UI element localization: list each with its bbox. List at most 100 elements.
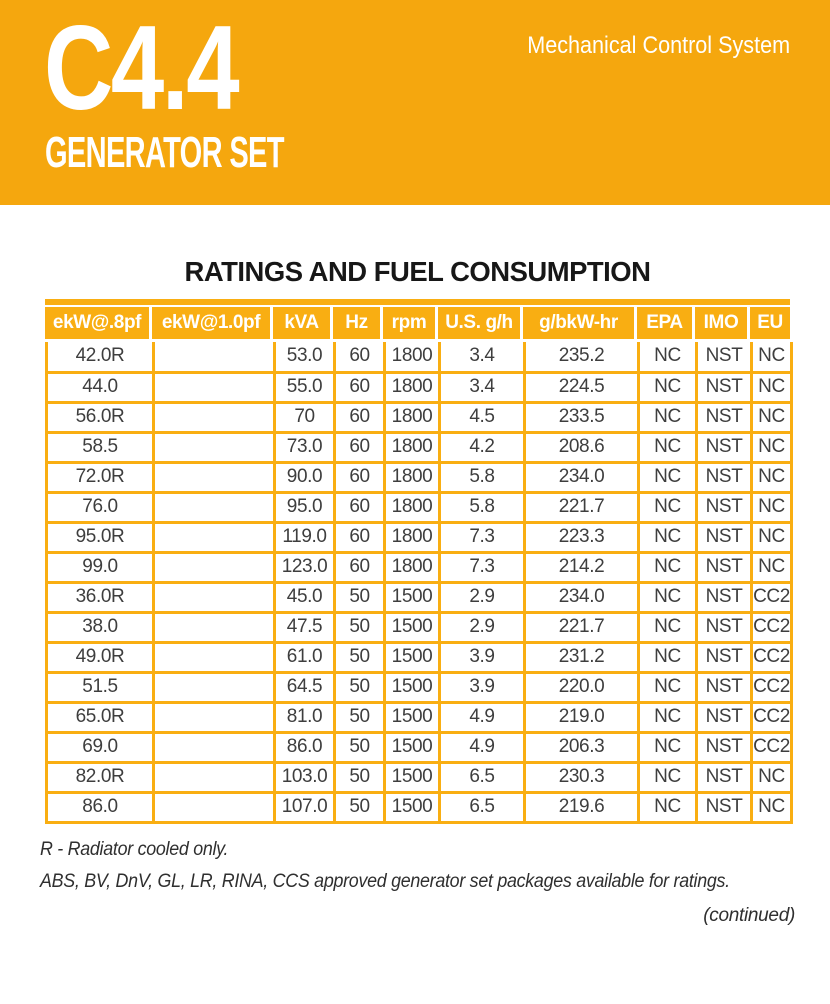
ratings-table-header-row: ekW@.8pf ekW@1.0pf kVA Hz rpm U.S. g/h g/bkW-h… — [45, 307, 790, 339]
column-header-ekw-1-0pf: ekW@1.0pf — [152, 307, 273, 339]
table-cell: 107.0 — [273, 790, 336, 824]
table-cell: 5.8 — [438, 460, 526, 494]
table-cell: 72.0R — [45, 460, 155, 494]
table-row: 65.0R 81.0 50 1500 4.9 219.0 NC NST CC2 — [45, 700, 793, 734]
table-cell: 60 — [333, 490, 386, 524]
model-title: C4.4 — [44, 1, 240, 135]
table-cell: NC — [637, 670, 698, 704]
table-cell: NST — [695, 610, 753, 644]
table-cell: 51.5 — [45, 670, 155, 704]
table-cell: CC2 — [750, 700, 793, 734]
table-cell: 38.0 — [45, 610, 155, 644]
table-cell: 6.5 — [438, 760, 526, 794]
table-cell: 90.0 — [273, 460, 336, 494]
table-row: 36.0R 45.0 50 1500 2.9 234.0 NC NST CC2 — [45, 580, 793, 614]
column-header-u-s-g-h: U.S. g/h — [438, 307, 523, 339]
table-cell: 1500 — [383, 670, 441, 704]
table-cell — [152, 430, 276, 464]
table-cell: 99.0 — [45, 550, 155, 584]
table-cell: 1500 — [383, 730, 441, 764]
table-cell: NC — [637, 760, 698, 794]
table-cell: 60 — [333, 520, 386, 554]
table-cell: 2.9 — [438, 610, 526, 644]
table-cell: NST — [695, 430, 753, 464]
table-cell: NST — [695, 550, 753, 584]
table-row: 99.0 123.0 60 1800 7.3 214.2 NC NST NC — [45, 550, 793, 584]
table-cell: NC — [750, 400, 793, 434]
table-cell: 1800 — [383, 490, 441, 524]
table-cell: NST — [695, 520, 753, 554]
table-cell: CC2 — [750, 610, 793, 644]
table-cell: 4.5 — [438, 400, 526, 434]
table-cell: NST — [695, 790, 753, 824]
table-cell: NC — [750, 430, 793, 464]
footnotes: R - Radiator cooled only. ABS, BV, DnV, … — [40, 840, 790, 891]
table-cell: 1800 — [383, 400, 441, 434]
page-content: RATINGS AND FUEL CONSUMPTION ekW@.8pf ekW… — [0, 257, 830, 925]
ratings-table: 42.0R 53.0 60 1800 3.4 235.2 NC NST NC 44.0 55.0 60… — [45, 342, 793, 824]
table-cell: 1500 — [383, 580, 441, 614]
table-cell: 60 — [333, 430, 386, 464]
table-cell: 86.0 — [45, 790, 155, 824]
table-cell: NST — [695, 580, 753, 614]
table-cell: 1800 — [383, 520, 441, 554]
table-row: 69.0 86.0 50 1500 4.9 206.3 NC NST CC2 — [45, 730, 793, 764]
approval-note: ABS, BV, DnV, GL, LR, RINA, CCS approved… — [40, 870, 730, 892]
column-header-epa: EPA — [637, 307, 695, 339]
table-cell: NC — [637, 430, 698, 464]
table-cell: 7.3 — [438, 550, 526, 584]
column-header-eu: EU — [750, 307, 790, 339]
table-cell: NC — [637, 490, 698, 524]
table-cell: 58.5 — [45, 430, 155, 464]
table-cell: NC — [750, 790, 793, 824]
table-cell — [152, 370, 276, 404]
table-cell: 230.3 — [523, 760, 640, 794]
table-cell: NST — [695, 670, 753, 704]
table-cell: 1500 — [383, 790, 441, 824]
table-row: 38.0 47.5 50 1500 2.9 221.7 NC NST CC2 — [45, 610, 793, 644]
table-cell — [152, 610, 276, 644]
table-cell: 233.5 — [523, 400, 640, 434]
table-cell: 95.0 — [273, 490, 336, 524]
table-cell — [152, 520, 276, 554]
table-cell: NST — [695, 490, 753, 524]
column-header-rpm: rpm — [383, 307, 438, 339]
table-cell: NC — [637, 730, 698, 764]
table-cell: NC — [637, 790, 698, 824]
table-cell: 4.9 — [438, 730, 526, 764]
table-cell: 50 — [333, 760, 386, 794]
table-row: 82.0R 103.0 50 1500 6.5 230.3 NC NST NC — [45, 760, 793, 794]
table-row: 49.0R 61.0 50 1500 3.9 231.2 NC NST CC2 — [45, 640, 793, 674]
table-cell: 45.0 — [273, 580, 336, 614]
table-cell: NST — [695, 370, 753, 404]
table-cell: 70 — [273, 400, 336, 434]
table-cell — [152, 760, 276, 794]
table-cell: 1800 — [383, 460, 441, 494]
control-system-tagline: Mechanical Control System — [527, 32, 790, 59]
table-cell: 69.0 — [45, 730, 155, 764]
table-cell — [152, 730, 276, 764]
table-cell: NC — [750, 460, 793, 494]
table-cell: NST — [695, 730, 753, 764]
table-cell: NC — [637, 370, 698, 404]
table-cell: 206.3 — [523, 730, 640, 764]
table-cell: 61.0 — [273, 640, 336, 674]
table-cell: 81.0 — [273, 700, 336, 734]
table-cell: 1500 — [383, 610, 441, 644]
table-cell: 50 — [333, 610, 386, 644]
table-cell: 42.0R — [45, 342, 155, 374]
table-cell: 2.9 — [438, 580, 526, 614]
table-cell: 234.0 — [523, 460, 640, 494]
table-cell: 223.3 — [523, 520, 640, 554]
table-cell — [152, 640, 276, 674]
table-top-rule — [45, 299, 790, 305]
table-cell: 234.0 — [523, 580, 640, 614]
table-cell: 231.2 — [523, 640, 640, 674]
table-cell: 221.7 — [523, 490, 640, 524]
table-row: 44.0 55.0 60 1800 3.4 224.5 NC NST NC — [45, 370, 793, 404]
table-cell: NC — [637, 460, 698, 494]
table-cell: NC — [637, 342, 698, 374]
radiator-note: R - Radiator cooled only. — [40, 838, 229, 860]
table-cell — [152, 490, 276, 524]
table-cell: 1500 — [383, 760, 441, 794]
